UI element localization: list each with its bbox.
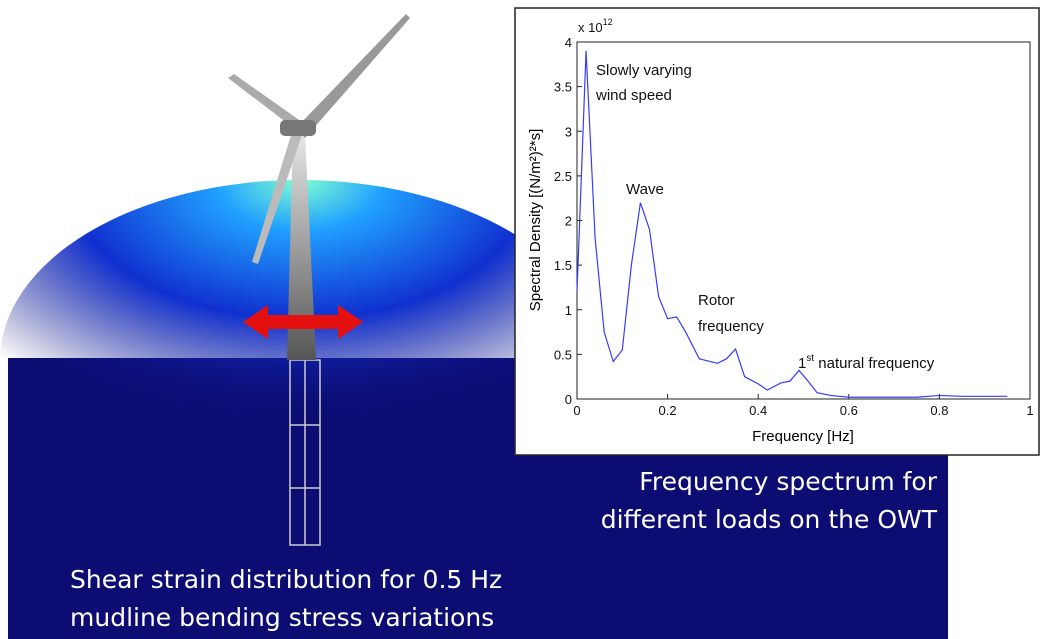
y-tick-label: 2.5: [554, 169, 572, 184]
annotation: 1st natural frequency: [798, 353, 935, 372]
annotation-part: 1: [798, 355, 806, 372]
y-tick-label: 0: [565, 392, 572, 407]
annotation: wind speed: [595, 87, 672, 104]
x-tick-label: 0.2: [659, 403, 677, 418]
y-tick-label: 3.5: [554, 80, 572, 95]
multiplier-exponent: 12: [603, 17, 613, 27]
x-axis-label: Frequency [Hz]: [752, 428, 854, 445]
caption: Frequency spectrum for: [639, 467, 937, 496]
annotation: frequency: [698, 318, 764, 335]
x-tick-label: 0.8: [930, 403, 948, 418]
y-tick-label: 1: [565, 303, 572, 318]
y-axis-label: Spectral Density [(N/m²)²*s]: [527, 129, 544, 312]
y-tick-label: 2: [565, 214, 572, 229]
turbine: [228, 14, 410, 360]
x-tick-label: 0.4: [749, 403, 767, 418]
y-tick-label: 0.5: [554, 347, 572, 362]
multiplier-base: x 10: [578, 20, 603, 35]
annotation-part: natural frequency: [814, 355, 935, 372]
caption: mudline bending stress variations: [70, 603, 494, 632]
caption: different loads on the OWT: [601, 505, 938, 534]
annotation: Slowly varying: [596, 62, 692, 79]
y-tick-label: 1.5: [554, 258, 572, 273]
caption: Shear strain distribution for 0.5 Hz: [70, 565, 502, 594]
annotation-sup: st: [806, 353, 814, 364]
load-arrow: [243, 305, 363, 339]
x-tick-label: 0: [573, 403, 580, 418]
annotation: Rotor: [698, 292, 735, 309]
y-multiplier: x 1012: [578, 17, 613, 35]
spectrum-line: [576, 50, 1008, 398]
y-tick-label: 3: [565, 124, 572, 139]
annotation: Wave: [626, 181, 664, 198]
x-tick-label: 0.6: [840, 403, 858, 418]
y-tick-label: 4: [565, 35, 572, 50]
x-tick-label: 1: [1026, 403, 1033, 418]
chart-panel: [514, 7, 1040, 456]
